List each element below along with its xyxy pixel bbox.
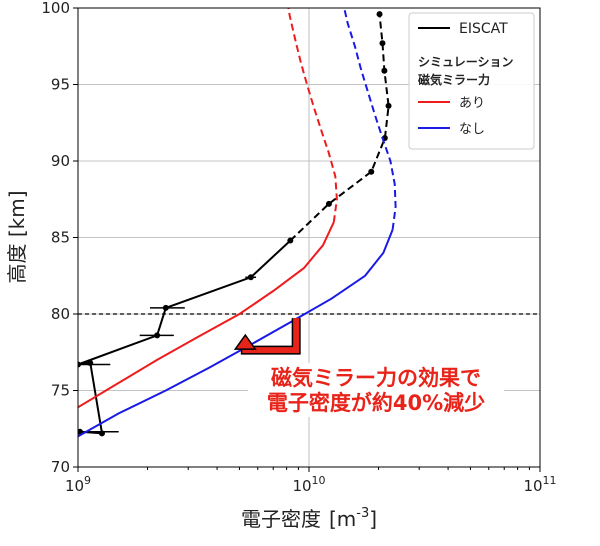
legend-with-label: あり [459,96,485,111]
eiscat-point [385,102,392,109]
series-layer [78,8,397,438]
eiscat-solid-line [78,239,291,435]
y-tick-label: 100 [41,0,70,17]
sim-without-solid-line [78,229,394,438]
x-axis-title: 電子密度 [m-3] [241,506,377,531]
legend-sim-subtitle: 磁気ミラー力 [417,72,490,87]
x-axis-title-unit-exp: -3 [356,506,369,521]
x-tick-label: 109 [65,474,91,495]
eiscat-point [247,274,254,281]
sim-without-dashed-line [343,8,397,230]
eiscat-dashed-line [289,13,390,242]
x-tick-label: 1011 [523,474,556,495]
legend: EISCAT シミュレーション 磁気ミラー力 あり なし [408,12,535,150]
eiscat-point [154,332,161,339]
eiscat-point [87,359,94,366]
annotation-arrow-layer [233,318,301,355]
x-axis-title-unit-close: ] [369,507,377,531]
y-axis-title: 高度 [km] [5,190,29,283]
annotation-line-1: 磁気ミラー力の効果で [271,366,481,390]
y-tick-label: 70 [51,458,70,476]
y-tick-label: 80 [51,305,70,323]
eiscat-point [98,430,105,437]
legend-without-label: なし [459,122,485,137]
legend-box [408,12,535,150]
y-tick-label: 85 [51,229,70,247]
eiscat-point [368,168,375,175]
eiscat-point [376,11,383,18]
y-tick-label: 75 [51,382,70,400]
x-tick-label: 1010 [292,474,325,495]
sim-with-solid-line [78,221,335,409]
x-axis-title-unit-base: [m [329,507,356,531]
x-axis-title-main: 電子密度 [241,507,321,531]
legend-eiscat-label: EISCAT [459,21,508,37]
eiscat-point [162,304,169,311]
y-tick-label: 90 [51,152,70,170]
eiscat-point [78,361,81,368]
legend-sim-title: シミュレーション [418,55,514,69]
eiscat-point [381,67,388,74]
annotation-background [248,363,504,417]
eiscat-point [379,40,386,47]
sim-with-dashed-line [287,8,338,223]
tick-layer: 70 75 80 85 90 95 100 109 1010 1011 [41,0,556,495]
annotation-arrow-head [233,333,257,350]
y-tick-label: 95 [51,76,70,94]
eiscat-point [287,237,294,244]
annotation-line-2: 電子密度が約40%減少 [267,391,485,415]
eiscat-point [325,200,332,207]
